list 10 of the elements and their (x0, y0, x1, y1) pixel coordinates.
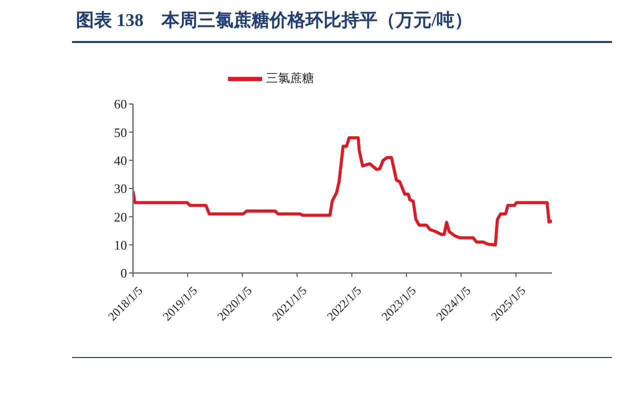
line-series (133, 136, 552, 246)
y-tick-label: 60 (114, 96, 127, 112)
chart-title: 图表 138 本周三氯蔗糖价格环比持平（万元/吨） (76, 9, 473, 32)
y-tick-label: 10 (114, 237, 127, 252)
y-tick-label: 50 (114, 124, 127, 140)
y-tick-label: 0 (120, 266, 127, 281)
y-tick-label: 30 (114, 181, 127, 196)
y-tick-label: 20 (114, 209, 127, 224)
y-tick-label: 40 (114, 152, 127, 168)
legend-label: 三氯蔗糖 (266, 70, 314, 85)
